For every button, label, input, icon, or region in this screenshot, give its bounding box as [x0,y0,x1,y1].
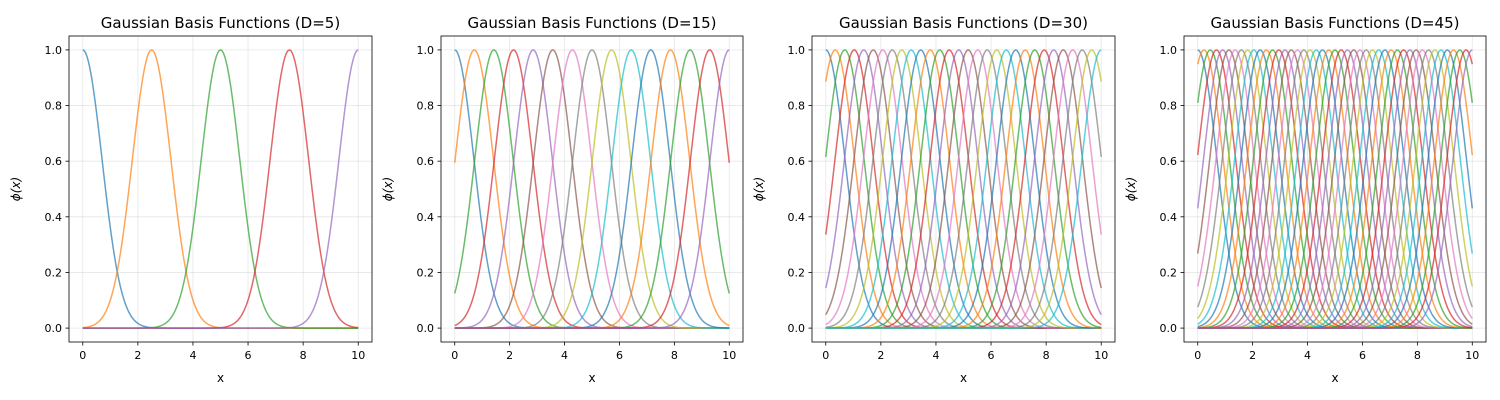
chart-title: Gaussian Basis Functions (D=30) [839,14,1088,32]
y-tick-label: 0.0 [1160,322,1178,335]
chart-title: Gaussian Basis Functions (D=45) [1211,14,1460,32]
axes-frame [68,35,373,343]
y-tick-label: 0.4 [788,211,806,224]
y-tick-label: 0.8 [417,100,435,113]
x-tick-label: 4 [932,349,939,362]
y-tick-label: 0.4 [45,211,63,224]
y-axis-label: ϕ(x) [752,177,766,201]
x-tick-label: 10 [1094,349,1108,362]
y-axis-label: ϕ(x) [9,177,23,201]
x-tick-label: 6 [616,349,623,362]
y-tick-label: 0.8 [45,100,63,113]
x-tick-label: 4 [1304,349,1311,362]
y-tick-label: 0.2 [1160,266,1178,279]
x-tick-label: 4 [189,349,196,362]
x-tick-label: 10 [722,349,736,362]
y-tick-label: 0.8 [1160,100,1178,113]
x-axis-label: x [217,371,224,385]
x-tick-label: 10 [351,349,365,362]
x-axis-label: x [588,371,595,385]
y-tick-label: 0.4 [417,211,435,224]
y-tick-label: 0.0 [417,322,435,335]
x-tick-label: 0 [79,349,86,362]
x-tick-label: 0 [1194,349,1201,362]
y-tick-label: 0.2 [788,266,806,279]
y-tick-label: 0.6 [788,155,806,168]
x-tick-label: 0 [822,349,829,362]
x-tick-label: 6 [1359,349,1366,362]
x-tick-label: 6 [988,349,995,362]
basis-curve-45 [1197,49,1473,329]
x-tick-label: 6 [245,349,252,362]
x-tick-label: 2 [1249,349,1256,362]
y-tick-label: 0.8 [788,100,806,113]
y-tick-label: 0.6 [1160,155,1178,168]
x-tick-label: 10 [1465,349,1479,362]
x-tick-label: 8 [1043,349,1050,362]
x-tick-label: 0 [451,349,458,362]
x-tick-label: 8 [671,349,678,362]
y-tick-label: 0.0 [788,322,806,335]
chart-title: Gaussian Basis Functions (D=15) [468,14,717,32]
basis-curve-15 [454,49,730,329]
x-tick-label: 2 [506,349,513,362]
chart-panel-2: 0 2 4 6 8 10 0.0 0.2 0.4 0.6 0.8 1.0 Gaussian Basis … [381,14,744,385]
basis-curve-30 [825,49,1102,329]
x-tick-label: 2 [134,349,141,362]
x-axis-label: x [960,371,967,385]
chart-panel-4: 0 2 4 6 8 10 0.0 0.2 0.4 0.6 0.8 1.0 Gaussian Basis … [1124,14,1487,385]
x-tick-label: 2 [877,349,884,362]
axes-frame [440,35,744,343]
y-tick-label: 0.6 [45,155,63,168]
chart-title: Gaussian Basis Functions (D=5) [101,14,340,32]
y-tick-label: 1.0 [45,44,63,57]
x-tick-label: 8 [300,349,307,362]
chart-panel-1: 0 2 4 6 8 10 0.0 0.2 0.4 0.6 0.8 1.0 Gaussian Basis … [9,14,373,385]
y-tick-label: 1.0 [788,44,806,57]
chart-panel-3: 0 2 4 6 8 10 0.0 0.2 0.4 0.6 0.8 1.0 Gaussian Basis … [752,14,1116,385]
y-tick-label: 0.6 [417,155,435,168]
y-tick-label: 0.2 [45,266,63,279]
y-tick-label: 1.0 [417,44,435,57]
y-tick-label: 0.2 [417,266,435,279]
x-tick-label: 8 [1414,349,1421,362]
y-tick-label: 0.4 [1160,211,1178,224]
x-tick-label: 4 [561,349,568,362]
y-tick-label: 0.0 [45,322,63,335]
basis-curve-5 [82,49,359,329]
x-axis-label: x [1331,371,1338,385]
y-axis-label: ϕ(x) [381,177,395,201]
axes-frame [811,35,1116,343]
axes-frame [1183,35,1487,343]
y-axis-label: ϕ(x) [1124,177,1138,201]
y-tick-label: 1.0 [1160,44,1178,57]
